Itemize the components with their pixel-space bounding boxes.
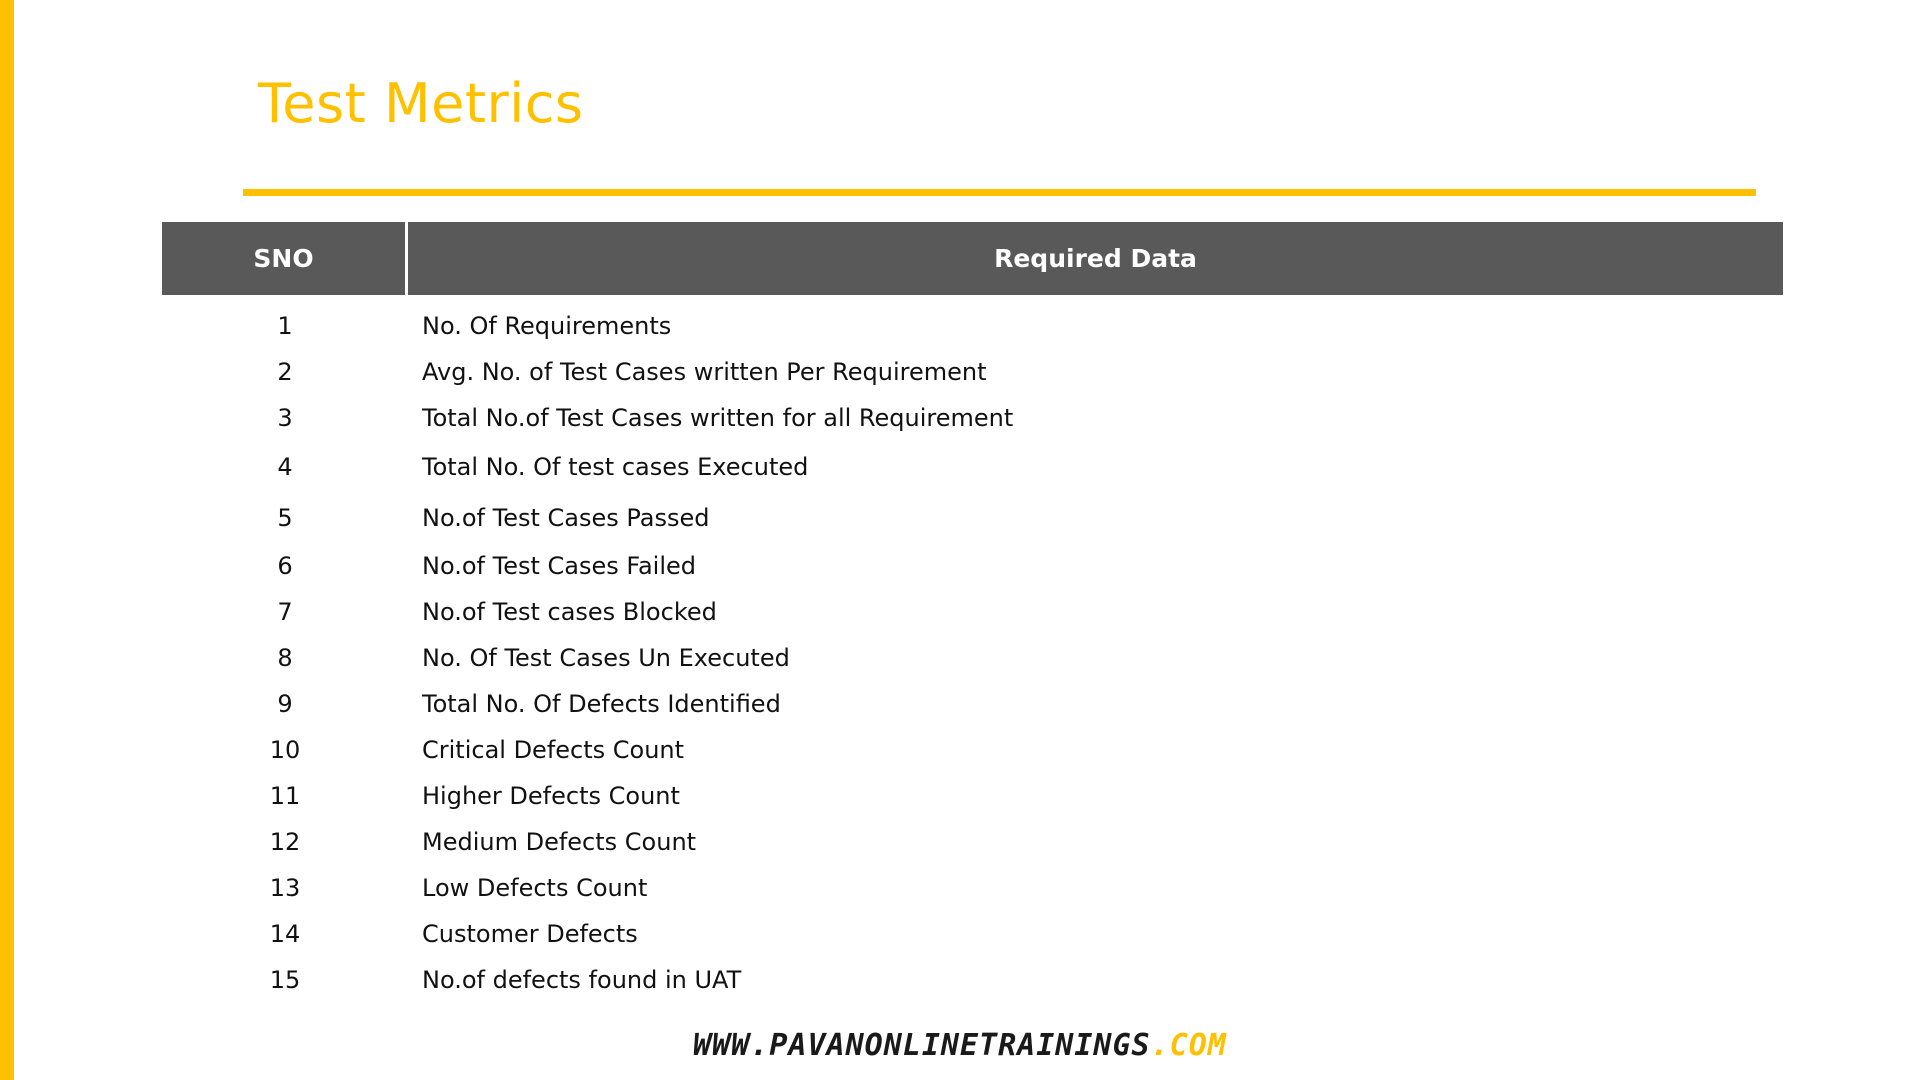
row-sno: 14 (269, 920, 301, 948)
footer-website: WWW.PAVANONLINETRAININGS.COM (0, 1028, 1920, 1063)
row-required-data: Total No. Of test cases Executed (422, 452, 809, 481)
table-header: SNO Required Data (162, 222, 1783, 295)
table-row: 9 Total No. Of Defects Identified (162, 681, 1783, 727)
row-required-data: No.of defects found in UAT (422, 966, 742, 994)
row-sno: 4 (277, 452, 293, 481)
row-required-data: Total No.of Test Cases written for all R… (422, 404, 1014, 432)
table-row: 14 Customer Defects (162, 911, 1783, 957)
table-row: 7 No.of Test cases Blocked (162, 589, 1783, 635)
row-sno: 11 (269, 782, 301, 810)
row-required-data: Critical Defects Count (422, 736, 685, 764)
table-row: 6 No.of Test Cases Failed (162, 543, 1783, 589)
row-required-data: No.of Test cases Blocked (422, 598, 717, 626)
title-underline (243, 189, 1756, 196)
row-sno: 5 (277, 503, 293, 532)
row-sno: 7 (277, 598, 293, 626)
row-sno: 3 (277, 404, 293, 432)
row-required-data: No. Of Test Cases Un Executed (422, 644, 790, 672)
left-accent-bar (0, 0, 14, 1080)
table-row: 12 Medium Defects Count (162, 819, 1783, 865)
row-required-data: Higher Defects Count (422, 782, 680, 810)
slide-title: Test Metrics (258, 72, 584, 135)
table-row: 8 No. Of Test Cases Un Executed (162, 635, 1783, 681)
row-required-data: No. Of Requirements (422, 312, 672, 340)
row-sno: 12 (269, 828, 301, 856)
table-row: 10 Critical Defects Count (162, 727, 1783, 773)
metrics-table: SNO Required Data 1 No. Of Requirements … (162, 222, 1783, 1003)
table-row: 5 No.of Test Cases Passed (162, 492, 1783, 543)
row-sno: 9 (277, 690, 293, 718)
table-row: 15 No.of defects found in UAT (162, 957, 1783, 1003)
row-sno: 8 (277, 644, 293, 672)
row-required-data: No.of Test Cases Passed (422, 503, 710, 532)
row-sno: 13 (269, 874, 301, 902)
row-sno: 1 (277, 312, 293, 340)
table-row: 2 Avg. No. of Test Cases written Per Req… (162, 349, 1783, 395)
row-required-data: Low Defects Count (422, 874, 648, 902)
row-required-data: Avg. No. of Test Cases written Per Requi… (422, 358, 987, 386)
row-sno: 15 (269, 966, 301, 994)
header-sno: SNO (162, 222, 408, 295)
row-sno: 2 (277, 358, 293, 386)
row-sno: 6 (277, 552, 293, 580)
header-required-data: Required Data (994, 244, 1197, 273)
row-required-data: Customer Defects (422, 920, 638, 948)
footer-site-tld: .COM (1150, 1028, 1227, 1063)
table-row: 3 Total No.of Test Cases written for all… (162, 395, 1783, 441)
table-row: 4 Total No. Of test cases Executed (162, 441, 1783, 492)
table-row: 1 No. Of Requirements (162, 303, 1783, 349)
table-row: 11 Higher Defects Count (162, 773, 1783, 819)
row-sno: 10 (269, 736, 301, 764)
row-required-data: No.of Test Cases Failed (422, 552, 697, 580)
row-required-data: Medium Defects Count (422, 828, 697, 856)
table-row: 13 Low Defects Count (162, 865, 1783, 911)
row-required-data: Total No. Of Defects Identified (422, 690, 781, 718)
footer-site-text: WWW.PAVANONLINETRAININGS (693, 1028, 1151, 1063)
